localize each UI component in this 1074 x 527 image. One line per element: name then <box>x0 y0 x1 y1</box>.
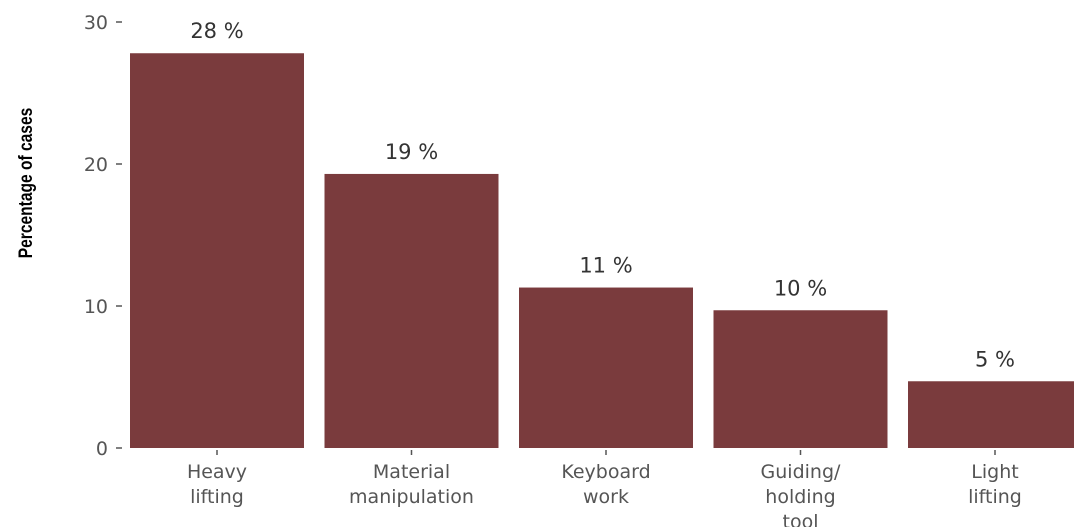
x-tick-label: Guiding/holding tool <box>761 461 841 527</box>
x-tick-label: Keyboard work <box>561 461 650 508</box>
y-axis-label: Percentage of cases <box>15 108 37 259</box>
data-label: 11 % <box>579 254 632 278</box>
bar <box>908 381 1074 448</box>
x-axis: Heavy lifting Material manipulation Keyboard… <box>187 450 1022 527</box>
bar <box>713 310 888 448</box>
x-tick-label: Material manipulation <box>349 461 474 508</box>
x-tick-label: Heavy lifting <box>187 461 247 508</box>
y-tick-label: 20 <box>84 154 108 176</box>
y-tick-label: 10 <box>84 296 108 318</box>
y-tick-label: 0 <box>96 438 108 460</box>
data-label: 28 % <box>190 19 243 43</box>
y-tick-label: 30 <box>84 12 108 34</box>
data-label: 5 % <box>975 347 1015 371</box>
y-axis: 0 10 20 30 <box>84 12 122 460</box>
data-label: 10 % <box>774 276 827 300</box>
bar <box>519 287 693 448</box>
data-label: 19 % <box>385 140 438 164</box>
bar <box>324 173 499 448</box>
bars <box>130 53 1074 449</box>
data-labels: 28 % 19 % 11 % 10 % 5 % <box>190 19 1015 371</box>
x-tick-label: Light lifting <box>968 461 1022 508</box>
y-axis-title: Percentage of cases <box>15 108 37 259</box>
bar <box>130 53 304 449</box>
